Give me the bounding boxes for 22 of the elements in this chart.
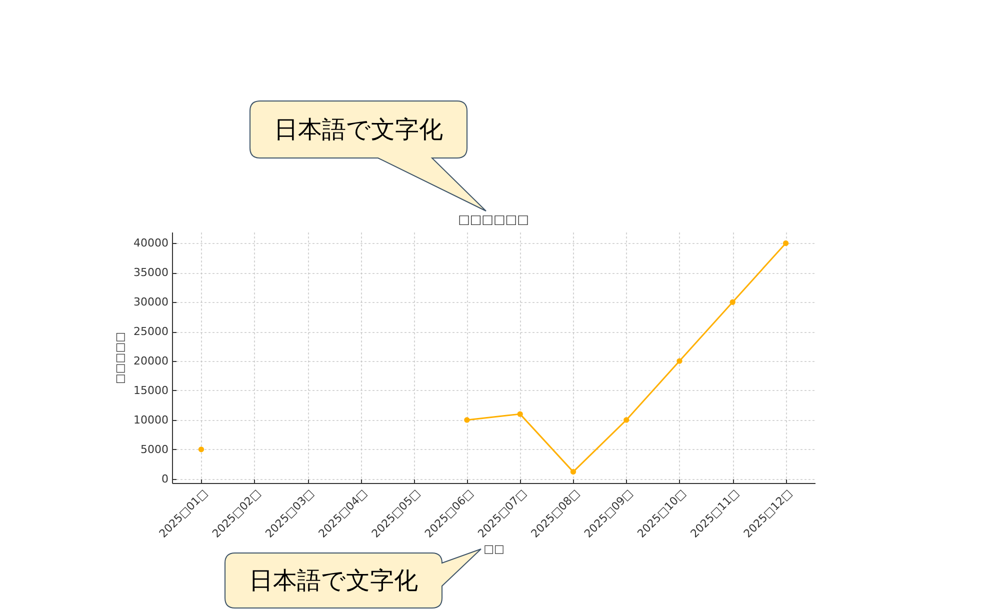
y-tick-label: 25000 [134, 325, 168, 338]
point [624, 417, 630, 423]
y-tick-label: 20000 [134, 354, 168, 368]
text: 日本語で文字化 [249, 566, 418, 594]
point [730, 299, 736, 305]
point [464, 417, 470, 423]
y-tick-label: 15000 [134, 384, 168, 397]
point [782, 240, 789, 246]
y-tick-label: 10000 [134, 413, 168, 426]
point [198, 446, 204, 452]
x-axis-title: □□ [484, 542, 504, 556]
y-tick-label: 0 [162, 472, 168, 486]
text: 日本語で文字化 [274, 116, 443, 144]
chart-title: □□□□□□ [458, 212, 529, 226]
point [676, 358, 682, 364]
point [517, 411, 523, 417]
y-tick-label: 35000 [134, 266, 168, 280]
y-axis-title: □□□□□ [114, 332, 127, 384]
y-tick-label: 30000 [134, 296, 168, 309]
y-tick-label: 40000 [134, 236, 168, 250]
y-tick-label: 5000 [140, 442, 168, 456]
point [570, 468, 576, 475]
